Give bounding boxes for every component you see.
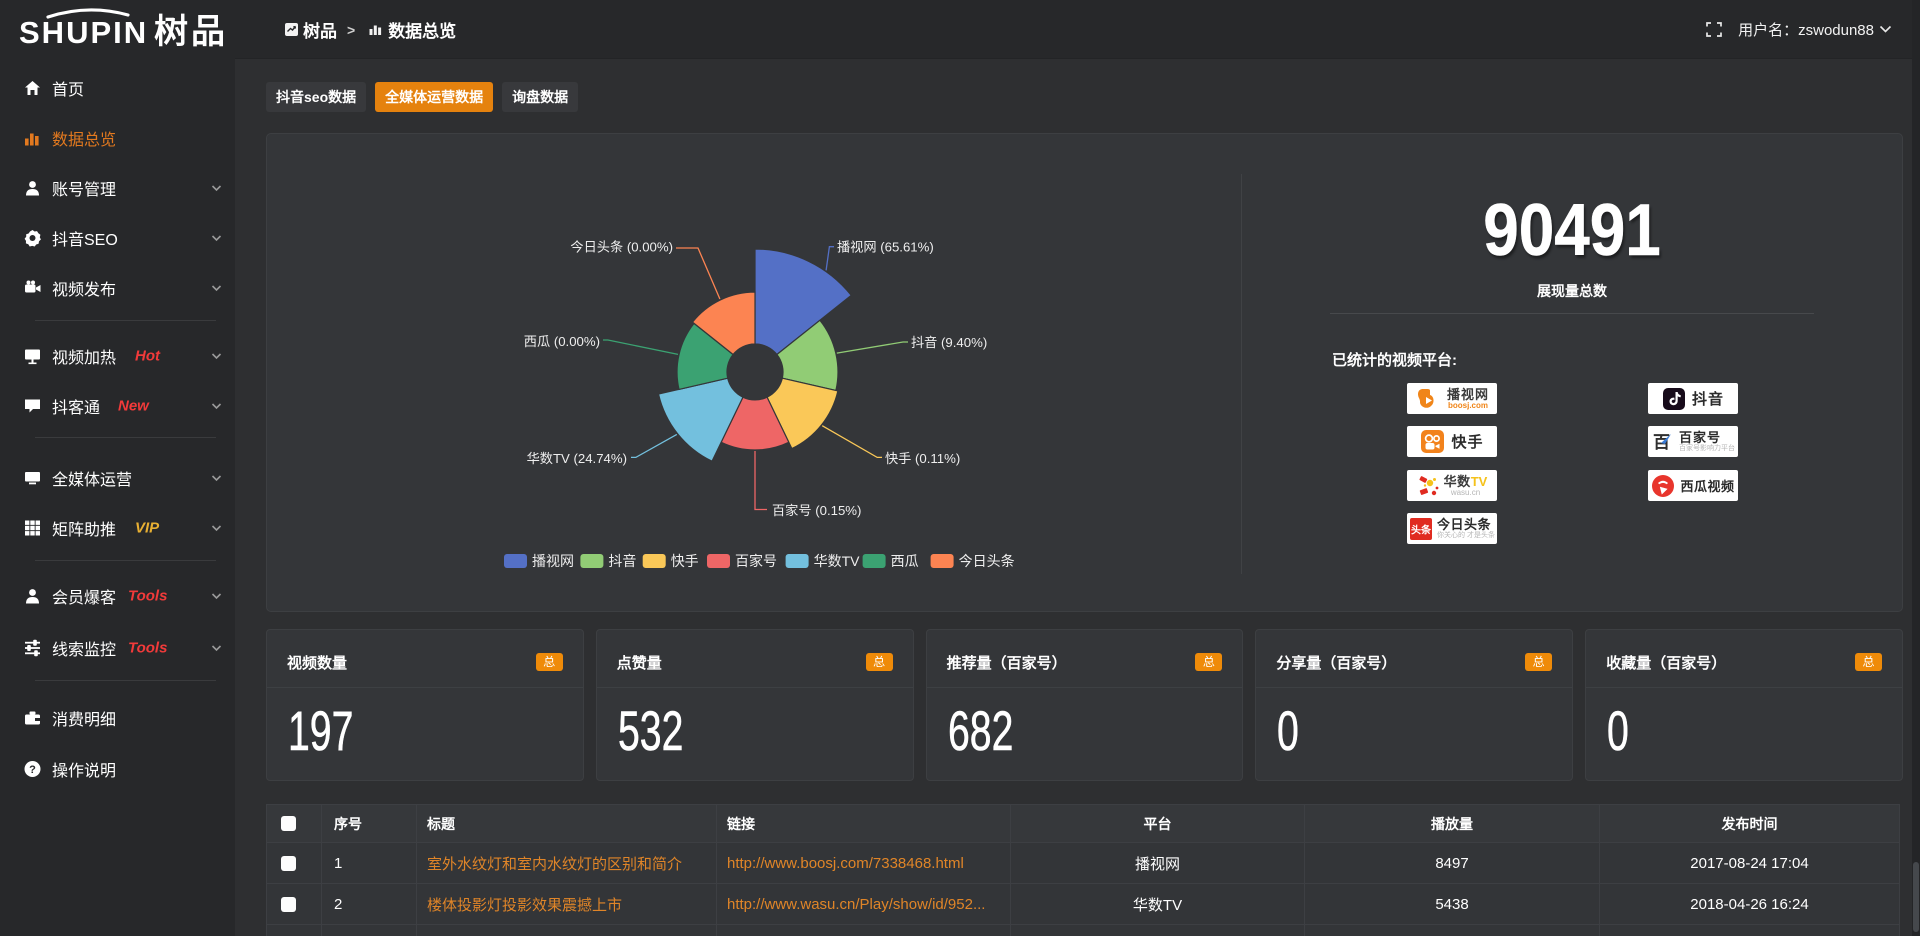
- svg-text:抖音 (9.40%): 抖音 (9.40%): [911, 334, 987, 350]
- svg-text:?: ?: [29, 764, 36, 776]
- svg-text:播视网: 播视网: [532, 553, 574, 569]
- svg-text:今日头条 (0.00%): 今日头条 (0.00%): [570, 239, 673, 255]
- svg-text:播视网 (65.61%): 播视网 (65.61%): [837, 240, 934, 255]
- svg-text:快手: 快手: [671, 553, 699, 569]
- svg-text:快手 (0.11%): 快手 (0.11%): [885, 451, 960, 466]
- svg-text:百家号 (0.15%): 百家号 (0.15%): [772, 502, 861, 518]
- svg-text:百: 百: [1653, 433, 1670, 452]
- svg-text:华数TV: 华数TV: [814, 553, 861, 569]
- svg-text:百家号: 百家号: [735, 553, 777, 569]
- svg-text:抖音: 抖音: [608, 553, 636, 569]
- svg-text:华数TV (24.74%): 华数TV (24.74%): [527, 451, 627, 466]
- svg-text:西瓜 (0.00%): 西瓜 (0.00%): [524, 334, 600, 349]
- svg-text:今日头条: 今日头条: [959, 553, 1015, 569]
- svg-text:头条: 头条: [1411, 523, 1432, 536]
- svg-text:西瓜: 西瓜: [891, 553, 919, 569]
